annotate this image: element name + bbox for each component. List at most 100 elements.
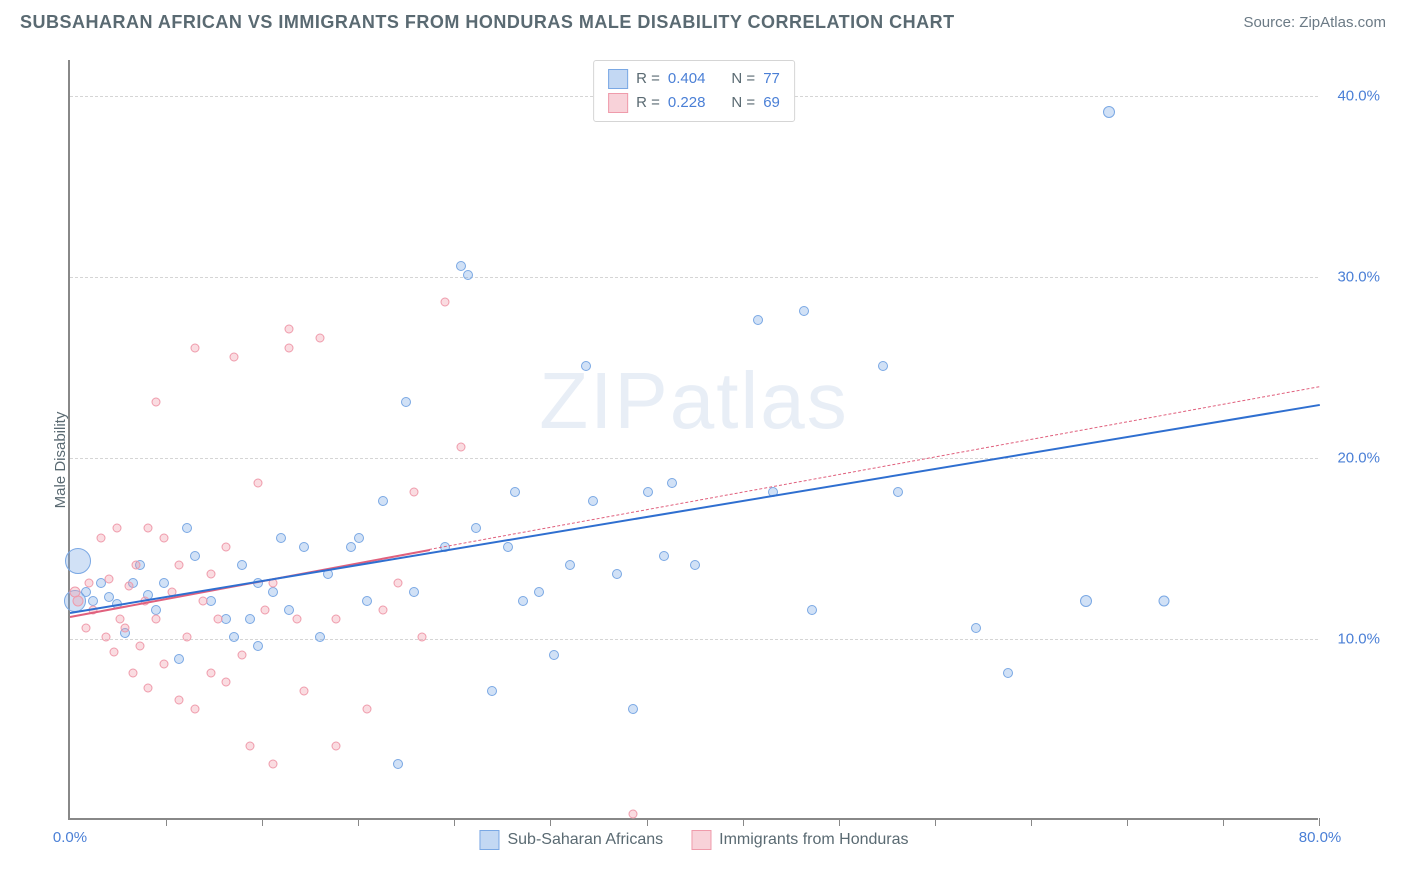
data-point	[799, 306, 809, 316]
data-point	[284, 343, 293, 352]
correlation-legend: R = 0.404 N = 77R = 0.228N =69	[593, 60, 795, 122]
legend-n-label: N =	[731, 67, 755, 91]
data-point	[151, 605, 161, 615]
legend-swatch	[608, 69, 628, 89]
data-point	[284, 325, 293, 334]
data-point	[378, 605, 387, 614]
data-point	[1080, 595, 1092, 607]
legend-n-value: 77	[763, 67, 780, 91]
data-point	[214, 614, 223, 623]
data-point	[276, 533, 286, 543]
data-point	[65, 548, 91, 574]
data-point	[191, 343, 200, 352]
x-minor-tick	[1127, 818, 1128, 826]
chart-container: Male Disability ZIPatlas R =0.404N =77R …	[20, 50, 1386, 870]
gridline	[70, 639, 1318, 640]
x-tick-label: 0.0%	[53, 829, 87, 846]
trend-line	[70, 404, 1320, 614]
data-point	[191, 705, 200, 714]
data-point	[807, 605, 817, 615]
data-point	[1103, 106, 1115, 118]
legend-r-label: R =	[636, 67, 660, 91]
data-point	[105, 575, 114, 584]
data-point	[88, 596, 98, 606]
data-point	[588, 496, 598, 506]
data-point	[1003, 668, 1013, 678]
data-point	[230, 352, 239, 361]
y-tick-label: 10.0%	[1337, 631, 1380, 648]
data-point	[471, 523, 481, 533]
data-point	[628, 810, 637, 819]
data-point	[565, 560, 575, 570]
data-point	[151, 397, 160, 406]
data-point	[120, 624, 129, 633]
data-point	[136, 642, 145, 651]
data-point	[101, 633, 110, 642]
x-minor-tick	[262, 818, 263, 826]
data-point	[128, 669, 137, 678]
x-minor-tick	[935, 818, 936, 826]
data-point	[81, 624, 90, 633]
data-point	[417, 633, 426, 642]
data-point	[182, 523, 192, 533]
chart-title: SUBSAHARAN AFRICAN VS IMMIGRANTS FROM HO…	[20, 12, 955, 33]
data-point	[206, 569, 215, 578]
data-point	[84, 578, 93, 587]
legend-n-value: 69	[763, 91, 780, 115]
legend-r-value: 0.228	[668, 91, 706, 115]
data-point	[463, 270, 473, 280]
header: SUBSAHARAN AFRICAN VS IMMIGRANTS FROM HO…	[0, 0, 1406, 41]
legend-r-value: 0.404	[668, 67, 706, 91]
data-point	[667, 478, 677, 488]
y-tick-label: 20.0%	[1337, 450, 1380, 467]
legend-row: R = 0.228N =69	[608, 91, 780, 115]
data-point	[394, 578, 403, 587]
data-point	[362, 705, 371, 714]
data-point	[378, 496, 388, 506]
data-point	[518, 596, 528, 606]
x-tick-label: 80.0%	[1299, 829, 1342, 846]
legend-label: Immigrants from Honduras	[719, 831, 908, 849]
trend-line	[429, 386, 1320, 550]
x-minor-tick	[743, 818, 744, 826]
x-minor-tick	[1031, 818, 1032, 826]
data-point	[159, 660, 168, 669]
legend-item: Immigrants from Honduras	[691, 830, 908, 850]
data-point	[261, 605, 270, 614]
data-point	[284, 605, 294, 615]
data-point	[190, 551, 200, 561]
data-point	[269, 759, 278, 768]
data-point	[316, 334, 325, 343]
legend-row: R = 0.404 N = 77	[608, 67, 780, 91]
x-minor-tick	[166, 818, 167, 826]
x-minor-tick	[358, 818, 359, 826]
data-point	[198, 596, 207, 605]
data-point	[971, 623, 981, 633]
data-point	[97, 533, 106, 542]
data-point	[456, 261, 466, 271]
data-point	[409, 488, 418, 497]
data-point	[362, 596, 372, 606]
data-point	[237, 560, 247, 570]
gridline	[70, 277, 1318, 278]
data-point	[346, 542, 356, 552]
legend-item: Sub-Saharan Africans	[479, 830, 663, 850]
y-tick-label: 40.0%	[1337, 88, 1380, 105]
data-point	[409, 587, 419, 597]
data-point	[222, 542, 231, 551]
data-point	[206, 669, 215, 678]
data-point	[175, 696, 184, 705]
data-point	[331, 741, 340, 750]
data-point	[753, 315, 763, 325]
data-point	[183, 633, 192, 642]
data-point	[72, 595, 83, 606]
data-point	[268, 587, 278, 597]
data-point	[331, 614, 340, 623]
data-point	[643, 487, 653, 497]
data-point	[159, 578, 169, 588]
data-point	[456, 443, 465, 452]
data-point	[534, 587, 544, 597]
data-point	[612, 569, 622, 579]
data-point	[174, 654, 184, 664]
data-point	[131, 560, 140, 569]
